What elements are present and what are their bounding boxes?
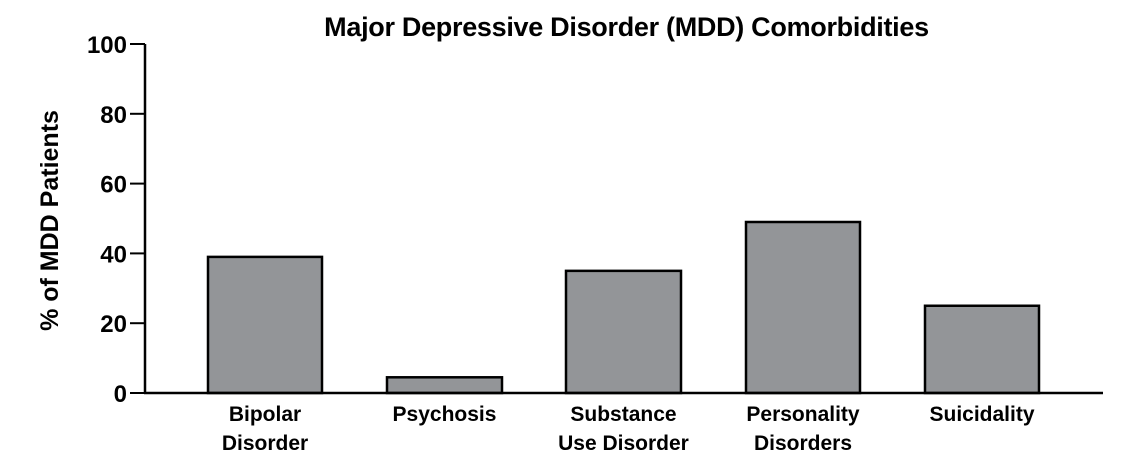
x-category-label: Use Disorder: [558, 432, 689, 455]
bar-psychosis: [385, 376, 504, 395]
y-axis-label: % of MDD Patients: [36, 110, 64, 331]
x-category-label: Substance: [570, 403, 676, 426]
y-tick-label: 0: [114, 381, 127, 408]
y-tick-label: 100: [87, 32, 127, 59]
chart-title: Major Depressive Disorder (MDD) Comorbid…: [324, 12, 929, 42]
bar-bipolar-disorder: [206, 255, 324, 395]
x-category-label: Disorder: [222, 432, 308, 455]
x-category-label: Psychosis: [393, 403, 497, 426]
x-category-label: Disorders: [754, 432, 852, 455]
y-tick-label: 60: [100, 172, 127, 199]
x-category-label: Personality: [746, 403, 860, 426]
x-category-label: Bipolar: [229, 403, 301, 426]
bar-substance-use-disorder: [564, 269, 683, 395]
bar-personality-disorders: [744, 220, 862, 395]
y-tick-label: 20: [100, 311, 127, 338]
y-tick-label: 80: [100, 102, 127, 129]
x-category-label: Suicidality: [929, 403, 1034, 426]
bar-suicidality: [923, 304, 1041, 395]
y-tick-label: 40: [100, 241, 127, 268]
